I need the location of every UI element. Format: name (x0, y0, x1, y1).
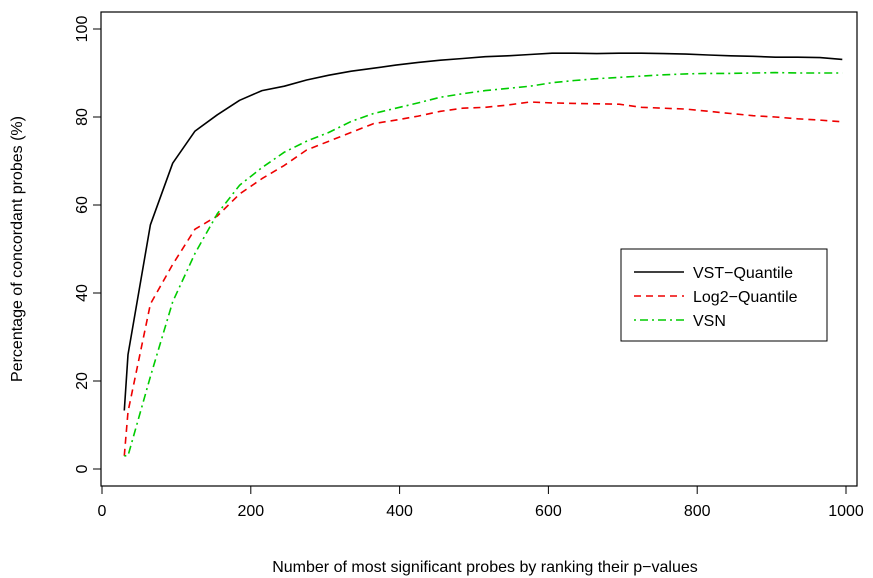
legend-label-1: VST−Quantile (693, 265, 793, 282)
legend-label-3: VSN (693, 313, 726, 330)
y-axis-label: Percentage of concordant probes (%) (9, 116, 26, 382)
y-tick-label: 100 (74, 16, 91, 43)
y-axis: 0 20 40 60 80 100 (74, 16, 102, 473)
y-tick-label: 60 (74, 196, 91, 214)
y-tick-label: 80 (74, 108, 91, 126)
y-tick-label: 20 (74, 372, 91, 390)
x-tick-label: 1000 (828, 503, 864, 520)
x-tick-label: 800 (684, 503, 711, 520)
legend-label-2: Log2−Quantile (693, 289, 798, 306)
y-tick-label: 0 (74, 464, 91, 473)
legend: VST−Quantile Log2−Quantile VSN (620, 248, 828, 342)
x-axis: 0 200 400 600 800 1000 (98, 485, 864, 520)
series-line-3 (124, 71, 843, 457)
series-layer (123, 52, 843, 457)
y-tick-label: 40 (74, 284, 91, 302)
series-line-2 (123, 101, 843, 456)
x-tick-label: 200 (237, 503, 264, 520)
legend-box (620, 248, 828, 342)
x-tick-label: 600 (535, 503, 562, 520)
x-tick-label: 0 (98, 503, 107, 520)
series-line-1 (123, 52, 843, 411)
x-axis-label: Number of most significant probes by ran… (272, 559, 698, 576)
x-tick-label: 400 (386, 503, 413, 520)
